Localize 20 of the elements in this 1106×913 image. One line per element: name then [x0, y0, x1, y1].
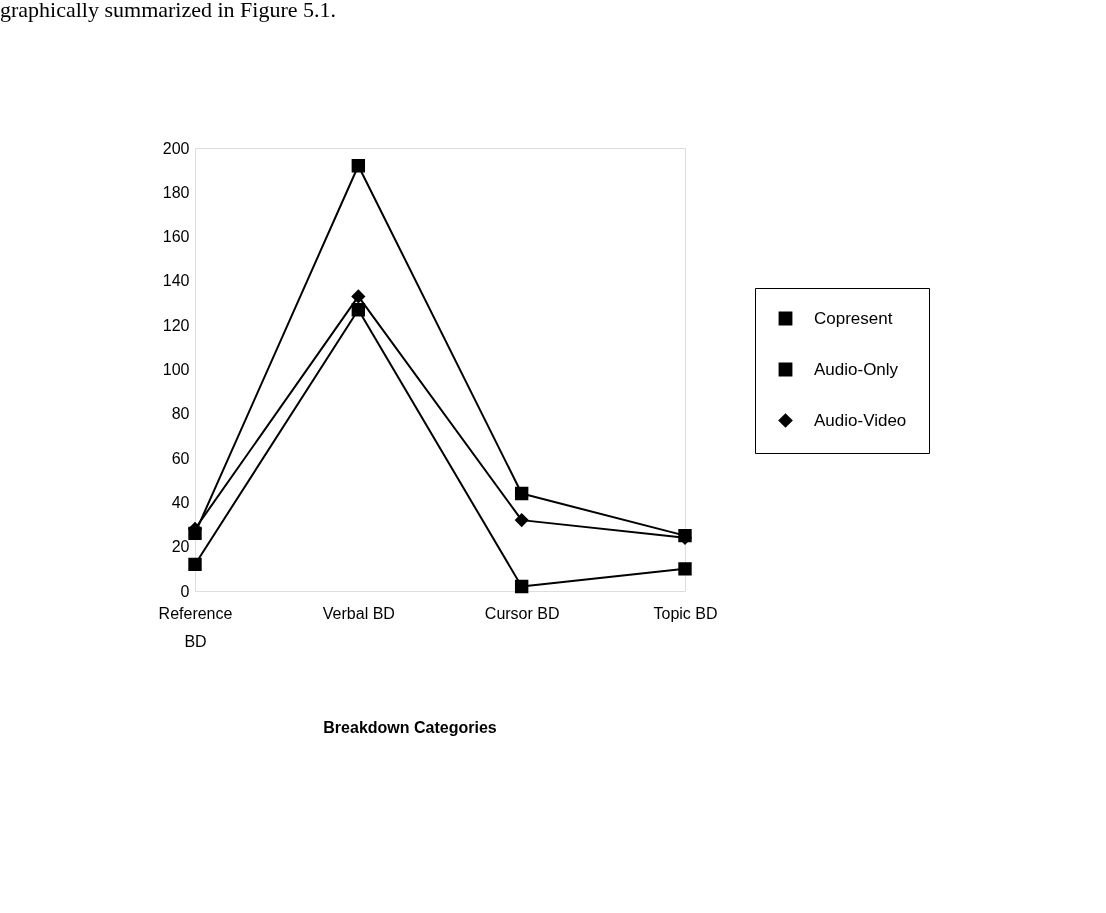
y-tick-label: 20 [171, 538, 190, 556]
y-tick-label: 120 [162, 316, 190, 334]
y-tick-label: 60 [171, 449, 190, 467]
y-tick-label: 200 [162, 139, 190, 157]
y-tick-label: 180 [162, 183, 190, 201]
x-tick-label: Topic BD [653, 604, 718, 622]
y-tick-label: 140 [162, 272, 190, 290]
y-tick-label: 0 [180, 582, 190, 600]
x-tick-label: Verbal BD [322, 604, 395, 622]
y-tick-label: 80 [171, 405, 190, 423]
legend-label: Copresent [814, 308, 893, 328]
y-tick-label: 100 [162, 361, 190, 378]
legend-label: Audio-Only [814, 359, 899, 379]
y-tick-label: 40 [171, 493, 190, 511]
y-tick-label: 160 [162, 228, 190, 246]
x-axis-title: Breakdown Categories [323, 719, 497, 736]
text: graphically summarized in Figure 5.1. [0, 0, 337, 22]
x-tick-label: Reference BD [158, 604, 233, 650]
legend-label: Audio-Video [814, 410, 907, 430]
x-tick-label: Cursor BD [484, 604, 560, 622]
